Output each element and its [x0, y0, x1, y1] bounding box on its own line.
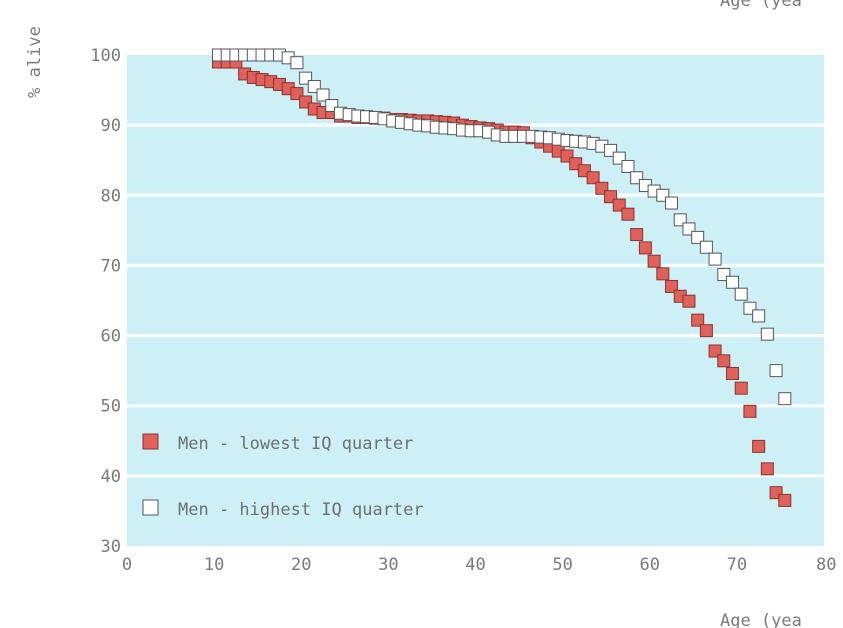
x-axis-ticks: 0 10 20 30 40 50 60 70 80	[122, 555, 837, 575]
x-tick-label: 50	[552, 555, 572, 575]
legend-swatch-lowest	[142, 433, 159, 450]
y-tick-label: 80	[101, 186, 121, 206]
data-point-lowest	[760, 462, 774, 476]
y-axis-ticks: 30 40 50 60 70 80 90 100	[90, 46, 121, 557]
series-highest-iq	[211, 48, 792, 406]
data-point-highest	[760, 327, 774, 341]
data-point-lowest	[778, 493, 792, 507]
data-point-lowest	[699, 324, 713, 338]
x-tick-label: 80	[816, 555, 836, 575]
x-tick-label: 70	[727, 555, 747, 575]
data-point-lowest	[734, 381, 748, 395]
data-point-lowest	[726, 366, 740, 380]
y-tick-label: 50	[101, 397, 121, 417]
x-tick-label: 60	[640, 555, 660, 575]
data-point-highest	[290, 56, 304, 70]
data-point-highest	[708, 252, 722, 266]
data-point-highest	[726, 275, 740, 289]
x-axis-label: Age (yea	[720, 611, 802, 628]
x-tick-label: 0	[122, 555, 132, 575]
x-tick-label: 40	[465, 555, 485, 575]
data-points	[211, 48, 792, 507]
data-point-highest	[316, 88, 330, 102]
x-tick-label: 20	[291, 555, 311, 575]
y-tick-label: 90	[101, 116, 121, 136]
data-point-highest	[734, 287, 748, 301]
data-point-highest	[691, 230, 705, 244]
data-point-highest	[752, 309, 766, 323]
data-point-highest	[699, 240, 713, 254]
legend-swatch-highest	[142, 499, 159, 516]
legend-label-highest: Men - highest IQ quarter	[178, 500, 424, 520]
data-point-highest	[778, 392, 792, 406]
y-tick-label: 30	[101, 537, 121, 557]
data-point-lowest	[630, 228, 644, 242]
data-point-highest	[769, 364, 783, 378]
data-point-highest	[665, 196, 679, 210]
data-point-lowest	[665, 279, 679, 293]
data-point-lowest	[682, 294, 696, 308]
y-tick-label: 60	[101, 327, 121, 347]
x-tick-label: 10	[204, 555, 224, 575]
data-point-lowest	[691, 313, 705, 327]
y-axis-label: % alive	[25, 26, 45, 98]
data-point-lowest	[638, 241, 652, 255]
y-tick-label: 40	[101, 467, 121, 487]
data-point-lowest	[717, 354, 731, 368]
y-tick-label: 70	[101, 256, 121, 276]
data-point-lowest	[743, 404, 757, 418]
legend-label-lowest: Men - lowest IQ quarter	[178, 434, 413, 454]
data-point-highest	[621, 160, 635, 174]
data-point-lowest	[586, 171, 600, 185]
y-tick-label: 100	[90, 46, 121, 66]
x-tick-label: 30	[378, 555, 398, 575]
data-point-lowest	[621, 207, 635, 221]
legend: Men - lowest IQ quarter Men - highest IQ…	[142, 433, 424, 520]
data-point-lowest	[752, 439, 766, 453]
data-point-lowest	[708, 344, 722, 358]
data-point-lowest	[656, 267, 670, 281]
top-axis-label: Age (yea	[720, 0, 802, 11]
data-point-lowest	[647, 254, 661, 268]
